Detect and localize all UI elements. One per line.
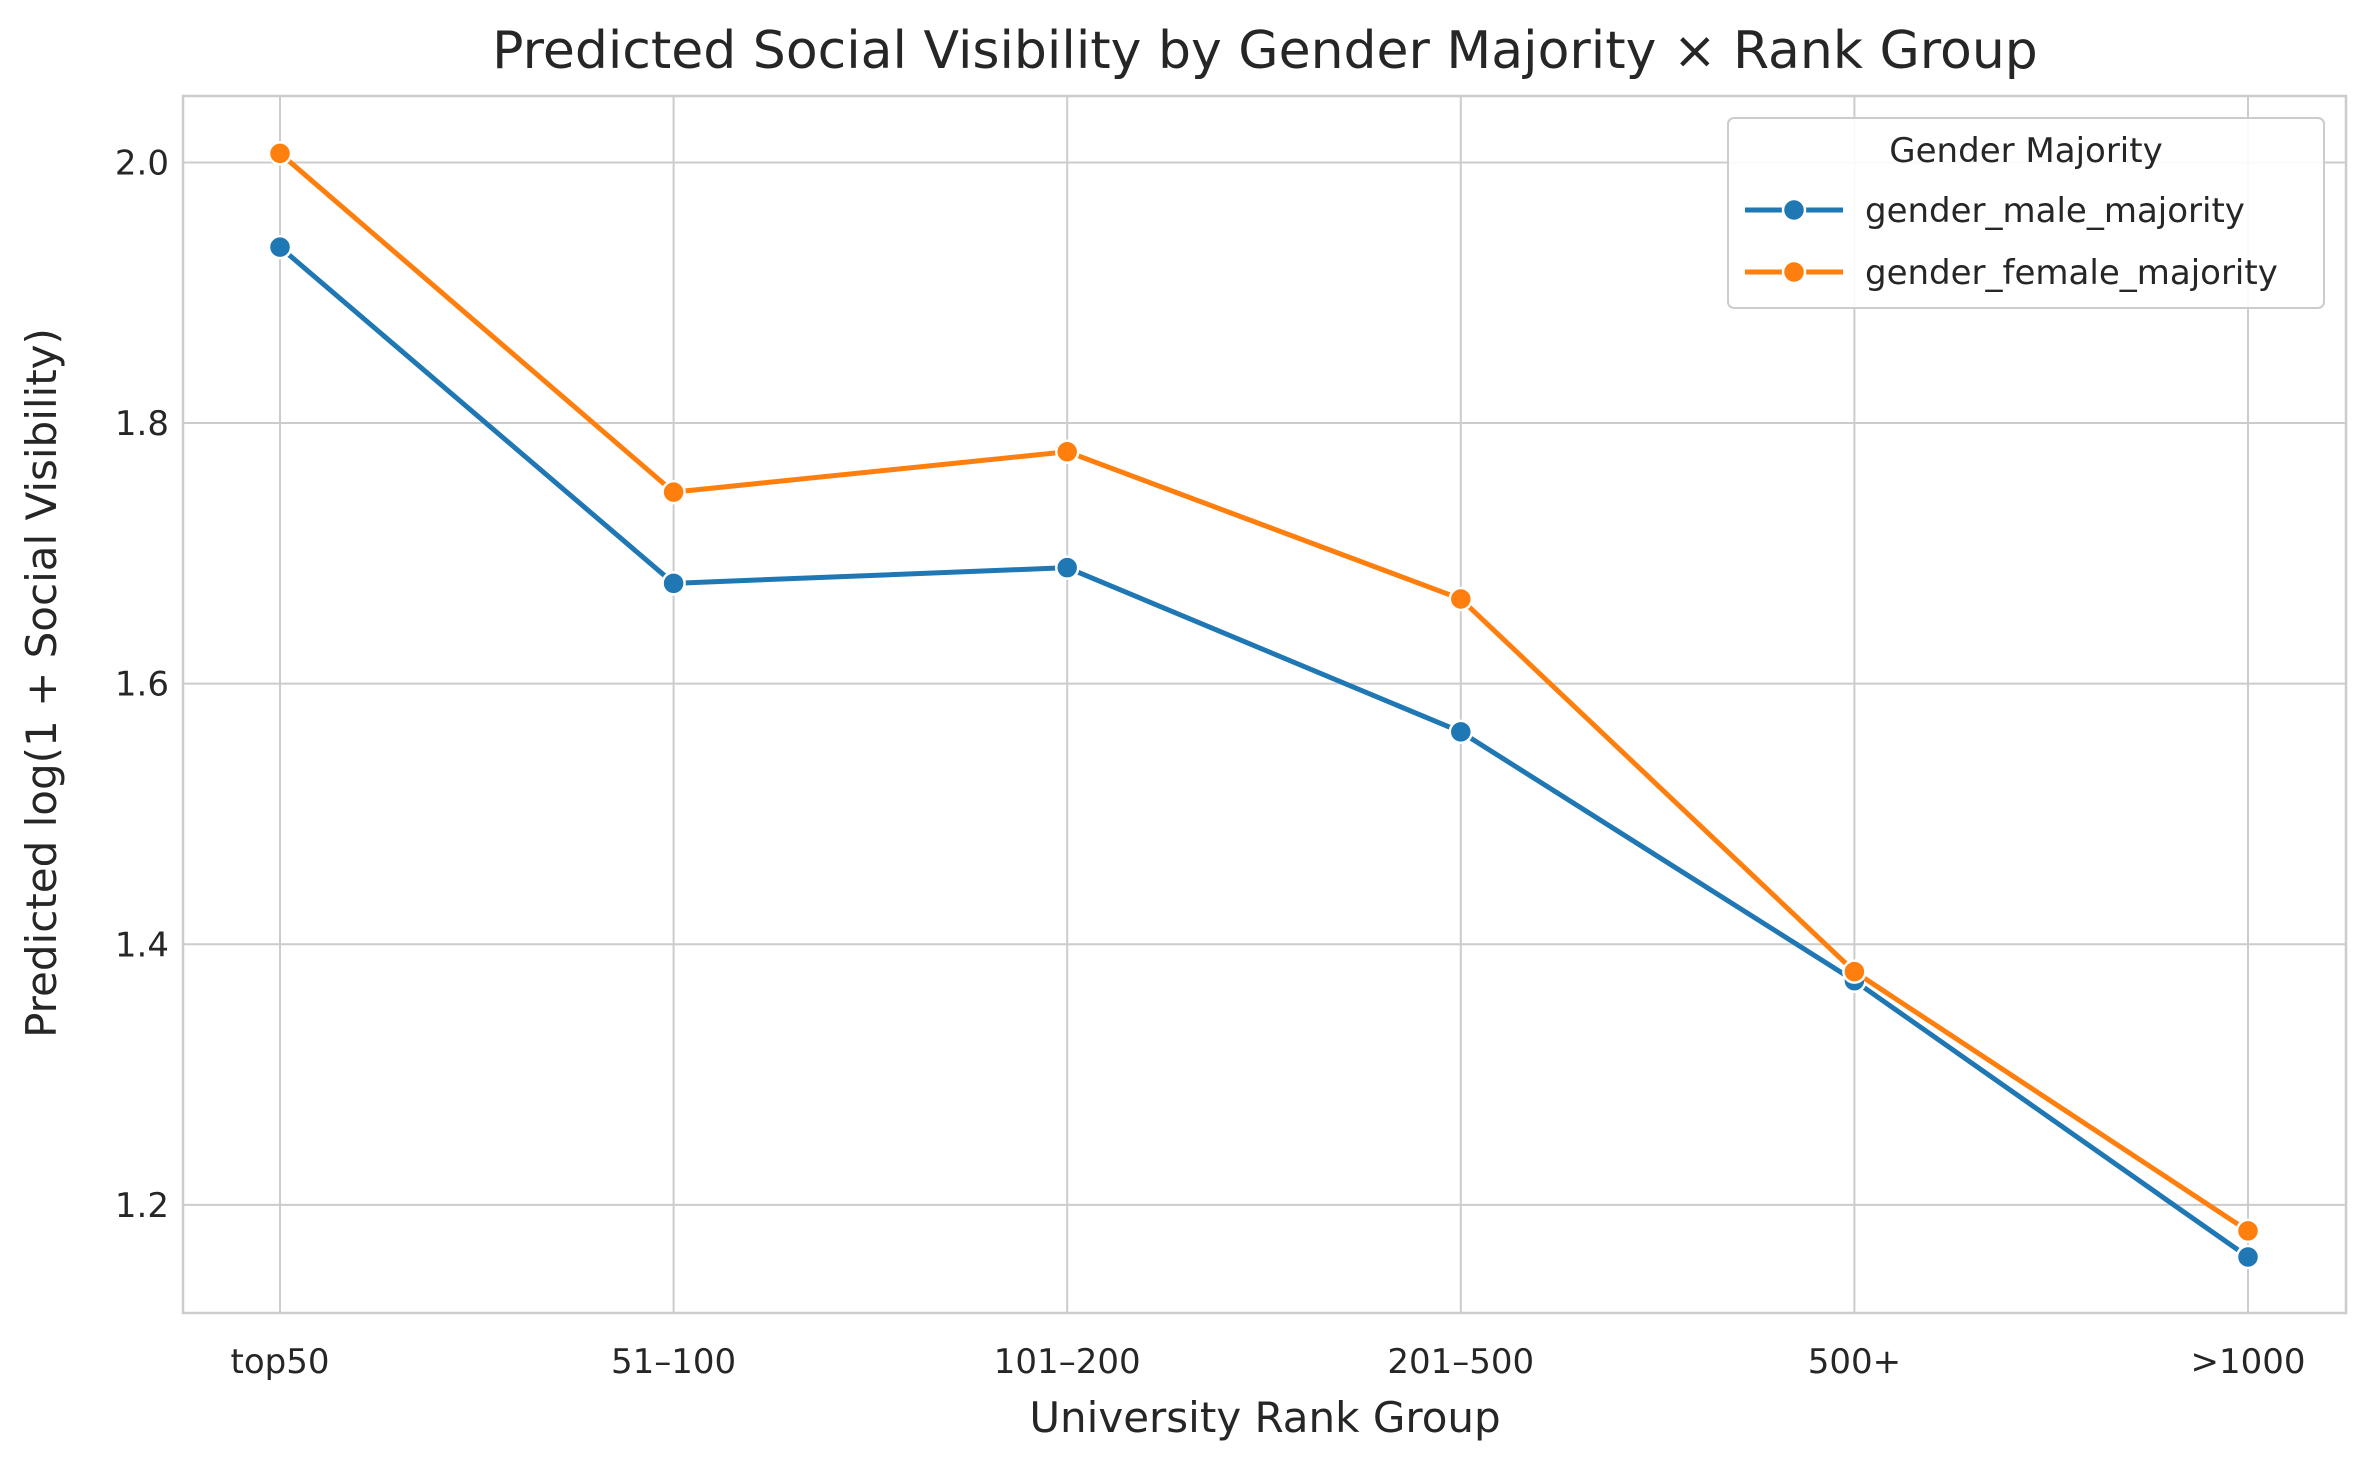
legend-box <box>1727 117 2325 309</box>
legend-marker <box>1781 259 1807 285</box>
legend-label: gender_female_majority <box>1865 253 2278 293</box>
data-point <box>267 234 293 260</box>
data-point <box>1842 959 1867 984</box>
data-point <box>1448 719 1474 745</box>
data-point <box>1054 439 1080 464</box>
x-tick-label: top50 <box>231 1342 330 1382</box>
y-tick-label: 1.6 <box>115 665 169 705</box>
legend-label: gender_male_majority <box>1865 191 2245 231</box>
legend-marker <box>1781 197 1807 223</box>
y-tick-label: 1.4 <box>115 925 169 965</box>
x-axis-ticks: top50 51–100 101–200 201–500 500+ >1000 <box>231 1342 2306 1382</box>
data-point <box>1054 555 1080 580</box>
x-tick-label: >1000 <box>2190 1342 2305 1382</box>
data-point <box>2235 1218 2261 1244</box>
plot-frame <box>181 94 2348 1315</box>
series-line-gender_female_majority <box>277 150 2251 1234</box>
legend-entries: gender_male_majority gender_female_majori… <box>1745 191 2278 293</box>
x-tick-label: 201–500 <box>1387 1342 1534 1382</box>
data-point <box>267 141 293 166</box>
x-tick-label: 500+ <box>1808 1342 1901 1382</box>
data-point <box>661 571 686 596</box>
y-tick-label: 2.0 <box>115 143 169 183</box>
x-tick-label: 101–200 <box>994 1342 1141 1382</box>
x-axis-label: University Rank Group <box>1029 1393 1500 1442</box>
series-line-gender_male_majority <box>277 244 2251 1260</box>
legend-title: Gender Majority <box>1889 131 2162 171</box>
y-tick-label: 1.8 <box>115 404 169 444</box>
x-tick-label: 51–100 <box>611 1342 736 1382</box>
y-tick-label: 1.2 <box>115 1186 169 1226</box>
y-axis-ticks: 1.2 1.4 1.6 1.8 2.0 <box>115 143 169 1225</box>
legend: Gender Majority gender_male_majoritygend… <box>1727 117 2325 309</box>
data-point <box>1448 586 1474 612</box>
data-point <box>661 479 686 505</box>
chart-title: Predicted Social Visibility by Gender Ma… <box>492 21 2038 81</box>
data-point <box>2235 1244 2261 1270</box>
series-layer <box>267 141 2261 1270</box>
y-axis-label: Predicted log(1 + Social Visibility) <box>17 328 66 1038</box>
